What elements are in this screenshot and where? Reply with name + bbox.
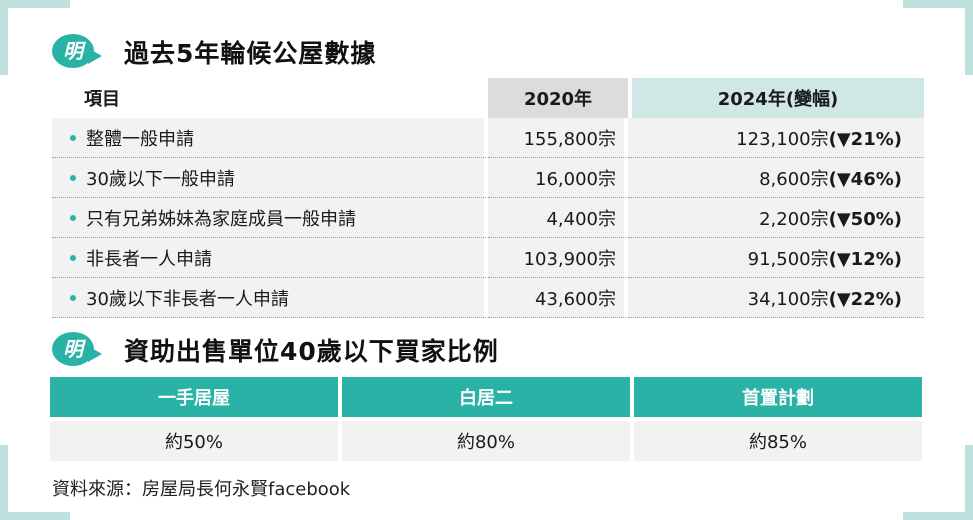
row-value-2024: 34,100宗 (747, 288, 829, 310)
bullet-icon (70, 134, 76, 141)
row-change: (▼21%) (828, 128, 902, 150)
row-item: 只有兄弟姊妹為家庭成員一般申請 (86, 208, 356, 230)
bullet-icon (70, 174, 76, 181)
ratio-value: 約80% (342, 421, 630, 461)
header-2020: 2020年 (488, 78, 628, 118)
row-value-2024: 2,200宗 (759, 208, 829, 230)
header-2024: 2024年(變幅) (628, 78, 924, 118)
bullet-icon (70, 254, 76, 261)
section2-title: 資助出售單位40歲以下買家比例 (124, 337, 499, 366)
table-row: 30歲以下非長者一人申請 43,600宗 34,100宗(▼22%) (52, 278, 924, 318)
ratio-column: 一手居屋 約50% (50, 377, 338, 461)
row-change: (▼22%) (828, 288, 902, 310)
row-value-2024: 123,100宗 (736, 128, 829, 150)
table-row: 整體一般申請 155,800宗 123,100宗(▼21%) (52, 118, 924, 158)
frame-corner (0, 445, 8, 520)
ratio-column: 首置計劃 約85% (634, 377, 922, 461)
row-value-2020: 103,900宗 (488, 238, 628, 278)
ming-logo-icon: 明 (52, 332, 104, 368)
ming-logo-icon: 明 (52, 34, 104, 70)
ratio-column: 白居二 約80% (342, 377, 630, 461)
frame-corner (903, 0, 973, 8)
section1-title: 過去5年輪候公屋數據 (124, 39, 377, 68)
ratio-header: 首置計劃 (634, 377, 922, 417)
bullet-icon (70, 294, 76, 301)
frame-corner (965, 0, 973, 75)
table-row: 非長者一人申請 103,900宗 91,500宗(▼12%) (52, 238, 924, 278)
public-housing-table: 項目 2020年 2024年(變幅) 整體一般申請 155,800宗 123,1… (52, 78, 924, 318)
row-change: (▼12%) (828, 248, 902, 270)
ratio-value: 約85% (634, 421, 922, 461)
ratio-header: 一手居屋 (50, 377, 338, 417)
ratio-header: 白居二 (342, 377, 630, 417)
row-value-2020: 16,000宗 (488, 158, 628, 198)
row-item: 非長者一人申請 (86, 248, 212, 270)
section2-heading: 明 資助出售單位40歲以下買家比例 (52, 330, 499, 370)
frame-corner (0, 0, 8, 75)
frame-corner (903, 512, 973, 520)
frame-corner (0, 0, 70, 8)
row-value-2020: 43,600宗 (488, 278, 628, 318)
row-change: (▼46%) (828, 168, 902, 190)
row-item: 30歲以下非長者一人申請 (86, 288, 289, 310)
header-item: 項目 (52, 78, 488, 118)
row-change: (▼50%) (828, 208, 902, 230)
table-row: 只有兄弟姊妹為家庭成員一般申請 4,400宗 2,200宗(▼50%) (52, 198, 924, 238)
row-item: 30歲以下一般申請 (86, 168, 235, 190)
row-value-2024: 91,500宗 (747, 248, 829, 270)
frame-corner (965, 445, 973, 520)
buyer-ratio-table: 一手居屋 約50% 白居二 約80% 首置計劃 約85% (50, 377, 922, 461)
source-note: 資料來源：房屋局長何永賢facebook (52, 479, 351, 500)
row-value-2020: 155,800宗 (488, 118, 628, 158)
row-item: 整體一般申請 (86, 128, 194, 150)
bullet-icon (70, 214, 76, 221)
table-row: 30歲以下一般申請 16,000宗 8,600宗(▼46%) (52, 158, 924, 198)
frame-corner (0, 512, 70, 520)
ratio-value: 約50% (50, 421, 338, 461)
section1-heading: 明 過去5年輪候公屋數據 (52, 32, 376, 72)
row-value-2024: 8,600宗 (759, 168, 829, 190)
row-value-2020: 4,400宗 (488, 198, 628, 238)
